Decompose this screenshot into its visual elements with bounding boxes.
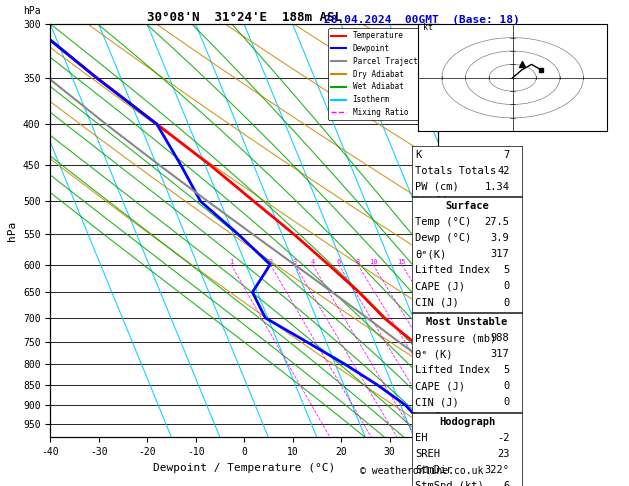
Text: 0: 0 bbox=[503, 281, 509, 292]
Text: 2: 2 bbox=[268, 259, 272, 264]
Text: 23: 23 bbox=[497, 449, 509, 459]
Y-axis label: km
ASL: km ASL bbox=[459, 220, 477, 242]
Y-axis label: hPa: hPa bbox=[8, 221, 18, 241]
Text: kt: kt bbox=[423, 23, 433, 32]
Text: 15: 15 bbox=[398, 259, 406, 264]
Text: 5: 5 bbox=[503, 265, 509, 276]
Text: 0: 0 bbox=[503, 381, 509, 391]
Text: hPa: hPa bbox=[23, 6, 41, 16]
Text: Hodograph: Hodograph bbox=[439, 417, 495, 427]
Text: Totals Totals: Totals Totals bbox=[415, 166, 496, 176]
Text: Lifted Index: Lifted Index bbox=[415, 365, 490, 375]
Text: θᵉ (K): θᵉ (K) bbox=[415, 349, 453, 359]
Text: 3.9: 3.9 bbox=[491, 233, 509, 243]
Text: CAPE (J): CAPE (J) bbox=[415, 281, 465, 292]
Text: CIN (J): CIN (J) bbox=[415, 297, 459, 308]
Text: 322°: 322° bbox=[484, 465, 509, 475]
Text: PW (cm): PW (cm) bbox=[415, 182, 459, 192]
Text: 28.04.2024  00GMT  (Base: 18): 28.04.2024 00GMT (Base: 18) bbox=[323, 15, 520, 25]
Text: 20: 20 bbox=[418, 259, 427, 264]
Text: Surface: Surface bbox=[445, 201, 489, 211]
Text: 317: 317 bbox=[491, 349, 509, 359]
Title: 30°08'N  31°24'E  188m ASL: 30°08'N 31°24'E 188m ASL bbox=[147, 11, 342, 24]
Text: © weatheronline.co.uk: © weatheronline.co.uk bbox=[360, 466, 483, 476]
Text: θᵉ(K): θᵉ(K) bbox=[415, 249, 447, 260]
Text: StmSpd (kt): StmSpd (kt) bbox=[415, 481, 484, 486]
Text: 5: 5 bbox=[503, 365, 509, 375]
Text: 1: 1 bbox=[229, 259, 233, 264]
Text: Mixing Ratio (g/kg): Mixing Ratio (g/kg) bbox=[442, 183, 451, 278]
Text: 42: 42 bbox=[497, 166, 509, 176]
Text: 3: 3 bbox=[292, 259, 297, 264]
X-axis label: Dewpoint / Temperature (°C): Dewpoint / Temperature (°C) bbox=[153, 463, 335, 473]
Text: SREH: SREH bbox=[415, 449, 440, 459]
Text: 7: 7 bbox=[503, 150, 509, 160]
Text: CIN (J): CIN (J) bbox=[415, 397, 459, 407]
Text: Dewp (°C): Dewp (°C) bbox=[415, 233, 471, 243]
Text: Pressure (mb): Pressure (mb) bbox=[415, 333, 496, 343]
Text: Most Unstable: Most Unstable bbox=[426, 317, 508, 327]
Legend: Temperature, Dewpoint, Parcel Trajectory, Dry Adiabat, Wet Adiabat, Isotherm, Mi: Temperature, Dewpoint, Parcel Trajectory… bbox=[328, 28, 434, 120]
Text: EH: EH bbox=[415, 433, 428, 443]
Text: Lifted Index: Lifted Index bbox=[415, 265, 490, 276]
Text: 8: 8 bbox=[355, 259, 360, 264]
Text: 988: 988 bbox=[491, 333, 509, 343]
Text: K: K bbox=[415, 150, 421, 160]
Text: 6: 6 bbox=[337, 259, 341, 264]
Text: 27.5: 27.5 bbox=[484, 217, 509, 227]
Text: 10: 10 bbox=[369, 259, 377, 264]
Text: 0: 0 bbox=[503, 297, 509, 308]
Text: StmDir: StmDir bbox=[415, 465, 453, 475]
Text: Temp (°C): Temp (°C) bbox=[415, 217, 471, 227]
Text: CAPE (J): CAPE (J) bbox=[415, 381, 465, 391]
Text: 4: 4 bbox=[310, 259, 314, 264]
Text: 317: 317 bbox=[491, 249, 509, 260]
Text: 0: 0 bbox=[503, 397, 509, 407]
Text: 6: 6 bbox=[503, 481, 509, 486]
Text: 1.34: 1.34 bbox=[484, 182, 509, 192]
Text: -2: -2 bbox=[497, 433, 509, 443]
